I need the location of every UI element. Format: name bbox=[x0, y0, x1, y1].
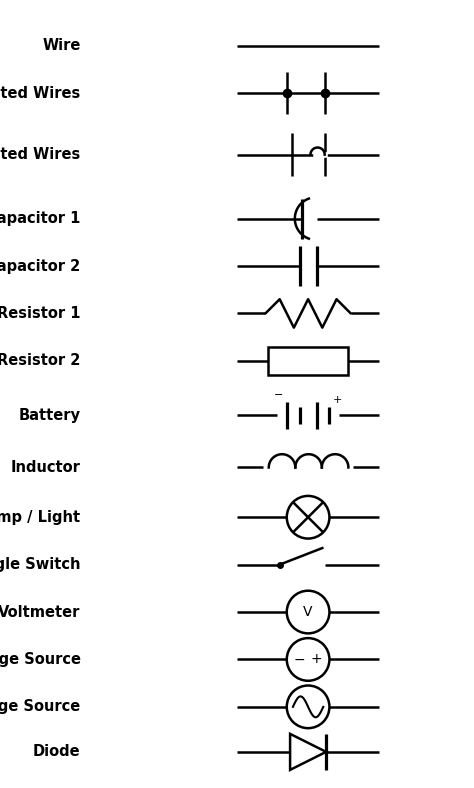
Text: Voltmeter: Voltmeter bbox=[0, 604, 81, 619]
Text: Diode: Diode bbox=[33, 745, 81, 760]
Text: Connected Wires: Connected Wires bbox=[0, 86, 81, 101]
Text: +: + bbox=[333, 395, 342, 405]
Text: Voltage Source: Voltage Source bbox=[0, 652, 81, 667]
Text: Non Connected Wires: Non Connected Wires bbox=[0, 147, 81, 162]
Text: Resistor 2: Resistor 2 bbox=[0, 353, 81, 368]
Bar bbox=[268, 347, 348, 375]
Text: Lamp / Light: Lamp / Light bbox=[0, 510, 81, 525]
Text: Inductor: Inductor bbox=[11, 460, 81, 475]
Text: −: − bbox=[294, 652, 305, 667]
Text: AC Voltage Source: AC Voltage Source bbox=[0, 699, 81, 715]
Text: −: − bbox=[274, 390, 283, 400]
Text: Toggle Switch: Toggle Switch bbox=[0, 557, 81, 572]
Text: Capacitor 1: Capacitor 1 bbox=[0, 211, 81, 226]
Text: Capacitor 2: Capacitor 2 bbox=[0, 258, 81, 273]
Text: Wire: Wire bbox=[42, 38, 81, 53]
Text: Resistor 1: Resistor 1 bbox=[0, 306, 81, 321]
Text: +: + bbox=[311, 652, 322, 667]
Text: Battery: Battery bbox=[18, 408, 81, 423]
Text: V: V bbox=[303, 605, 313, 619]
